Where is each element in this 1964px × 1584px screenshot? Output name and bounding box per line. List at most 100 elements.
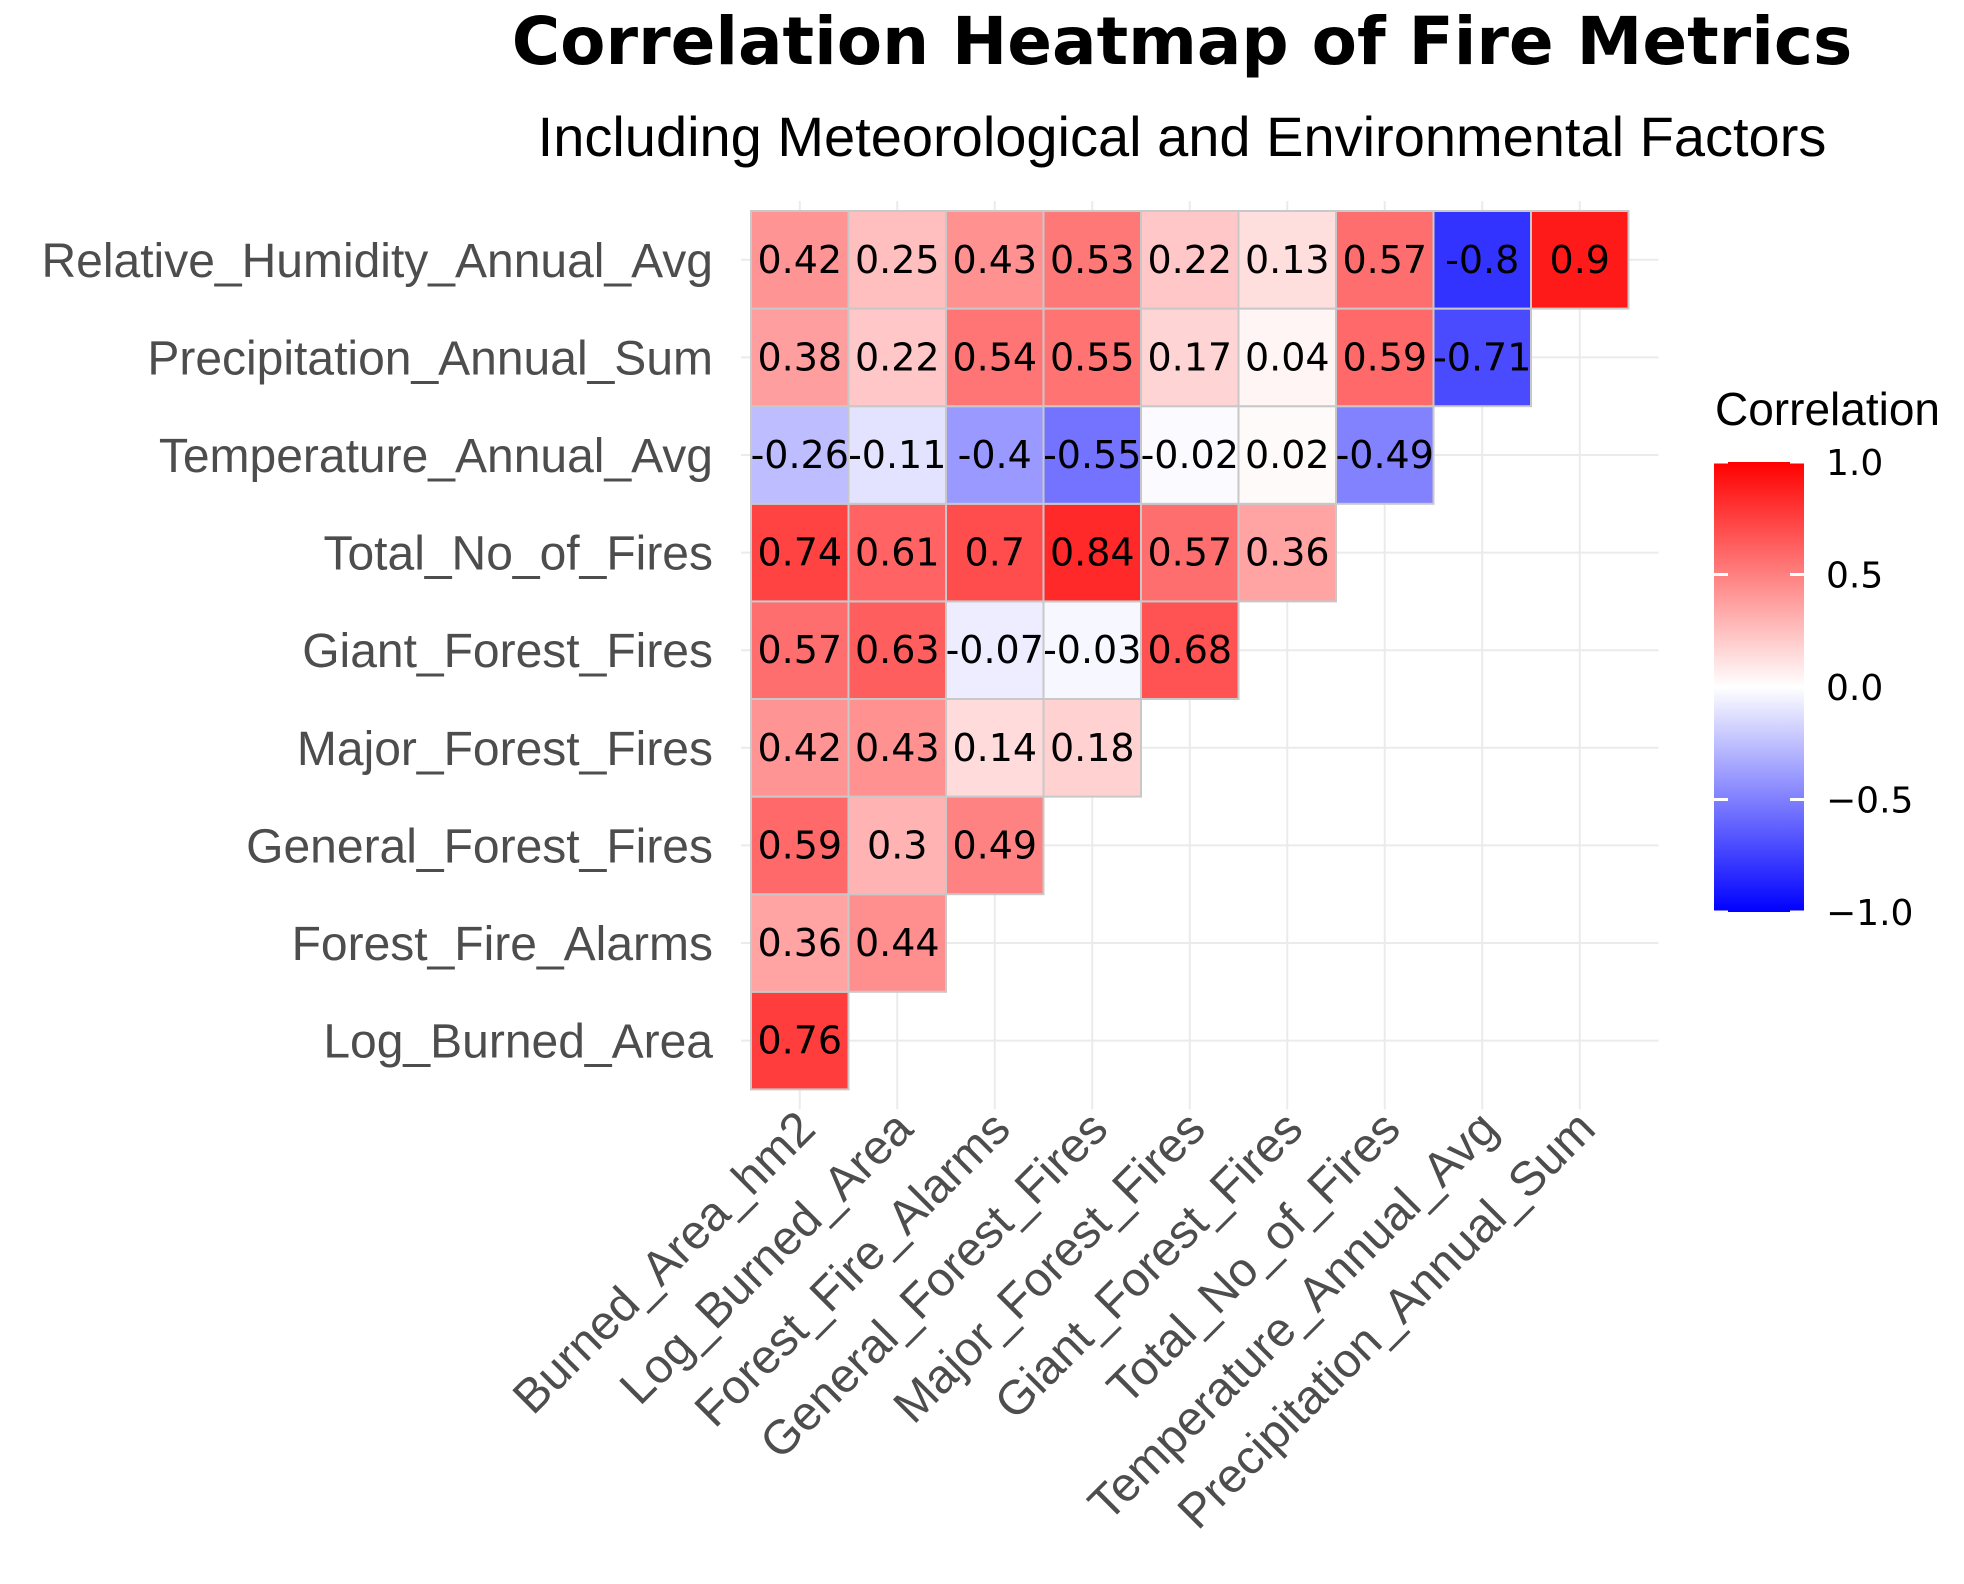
heatmap-cell — [1140, 502, 1240, 603]
cell-value-label: -0.02 — [1141, 433, 1239, 477]
y-tick-label: Total_No_of_Fires — [323, 528, 713, 581]
heatmap-cell — [847, 405, 947, 505]
heatmap-cell — [750, 405, 850, 505]
heatmap-cell — [945, 795, 1045, 896]
cell-value-label: 0.63 — [855, 628, 940, 672]
cell-value-label: -0.11 — [848, 433, 946, 477]
cell-value-label: 0.18 — [1050, 726, 1135, 770]
y-tick-label: Relative_Humidity_Annual_Avg — [41, 235, 713, 288]
y-tick-label: Precipitation_Annual_Sum — [147, 332, 713, 385]
legend-tick-label: 0.0 — [1826, 668, 1883, 709]
cell-value-label: 0.22 — [855, 335, 940, 379]
y-axis-tick-labels: Log_Burned_Area Forest_Fire_Alarms General… — [41, 235, 713, 1069]
cell-value-label: 0.84 — [1050, 531, 1135, 575]
heatmap-cell — [945, 405, 1045, 505]
cell-value-label: 0.43 — [952, 238, 1037, 282]
heatmap-cell — [1140, 600, 1240, 701]
heatmap-cell — [1140, 210, 1240, 310]
cell-value-label: 0.02 — [1245, 433, 1330, 477]
heatmap-cell — [1237, 210, 1337, 310]
cell-value-label: 0.38 — [757, 335, 842, 379]
cell-value-label: 0.44 — [855, 921, 940, 965]
legend-tick-label: 1.0 — [1826, 443, 1883, 484]
heatmap-cell — [945, 210, 1045, 310]
cell-value-label: 0.61 — [855, 531, 940, 575]
cell-value-label: 0.42 — [757, 726, 842, 770]
y-tick-label: General_Forest_Fires — [246, 820, 713, 873]
cell-value-label: 0.76 — [757, 1019, 842, 1063]
cell-value-label: 0.22 — [1147, 238, 1232, 282]
cell-value-label: 0.68 — [1147, 628, 1232, 672]
heatmap-cell — [1140, 405, 1240, 505]
heatmap-cell — [1432, 307, 1532, 408]
cell-value-label: -0.03 — [1043, 628, 1141, 672]
heatmap-cell — [1042, 210, 1142, 310]
heatmap-cell — [1042, 307, 1142, 408]
heatmap-cell — [750, 307, 850, 408]
cell-value-label: 0.42 — [757, 238, 842, 282]
cell-value-label: 0.17 — [1147, 335, 1232, 379]
cell-value-label: 0.9 — [1550, 238, 1610, 282]
heatmap-cell — [1432, 210, 1532, 310]
heatmap-cell — [945, 502, 1045, 603]
color-legend: Correlation 1.0 0.5 0.0 −0.5 −1.0 — [1714, 383, 1940, 934]
chart-subtitle: Including Meteorological and Environment… — [538, 105, 1827, 168]
chart-title: Correlation Heatmap of Fire Metrics — [512, 3, 1853, 80]
legend-tick-label: −0.5 — [1826, 781, 1913, 822]
legend-tick-label: −1.0 — [1826, 893, 1913, 934]
heatmap-cell — [750, 795, 850, 896]
x-axis-tick-labels: Burned_Area_hm2Log_Burned_AreaForest_Fir… — [503, 1101, 1605, 1539]
cell-value-label: -0.55 — [1043, 433, 1141, 477]
cell-value-label: -0.71 — [1433, 335, 1531, 379]
cell-value-label: 0.54 — [952, 335, 1037, 379]
cell-value-label: 0.74 — [757, 531, 842, 575]
cell-value-label: 0.57 — [1342, 238, 1427, 282]
y-tick-label: Log_Burned_Area — [323, 1016, 713, 1069]
heatmap-cell — [945, 307, 1045, 408]
cell-value-label: 0.43 — [855, 726, 940, 770]
y-tick-label: Temperature_Annual_Avg — [159, 430, 713, 483]
heatmap-cell — [945, 600, 1045, 701]
heatmap-cell — [1237, 502, 1337, 603]
cell-value-label: -0.4 — [958, 433, 1032, 477]
cell-value-label: -0.8 — [1445, 238, 1519, 282]
cell-value-label: 0.53 — [1050, 238, 1135, 282]
cell-value-label: 0.36 — [1245, 531, 1330, 575]
cell-value-label: 0.7 — [965, 531, 1025, 575]
heatmap-cells — [750, 210, 1630, 1091]
cell-value-label: 0.55 — [1050, 335, 1135, 379]
legend-tick-label: 0.5 — [1826, 556, 1883, 597]
heatmap-cell — [1042, 502, 1142, 603]
heatmap-cell — [1237, 405, 1337, 505]
cell-value-label: 0.36 — [757, 921, 842, 965]
cell-value-label: -0.49 — [1336, 433, 1434, 477]
cell-value-label: 0.04 — [1245, 335, 1330, 379]
heatmap-cell — [847, 600, 947, 701]
y-tick-label: Forest_Fire_Alarms — [292, 918, 713, 971]
cell-value-label: 0.57 — [1147, 531, 1232, 575]
cell-value-label: 0.13 — [1245, 238, 1330, 282]
legend-color-bar — [1714, 462, 1804, 912]
heatmap-cell — [1335, 405, 1435, 505]
heatmap-cell — [1140, 307, 1240, 408]
heatmap-cell — [1042, 698, 1142, 798]
heatmap-cell — [1530, 210, 1630, 310]
heatmap-cell — [1042, 600, 1142, 701]
cell-value-label: 0.59 — [757, 823, 842, 867]
heatmap-cell — [1042, 405, 1142, 505]
legend-title: Correlation — [1715, 383, 1940, 435]
cell-value-label: -0.26 — [751, 433, 849, 477]
y-tick-label: Major_Forest_Fires — [297, 723, 713, 776]
cell-value-label: 0.49 — [952, 823, 1037, 867]
cell-value-label: 0.59 — [1342, 335, 1427, 379]
cell-labels: 0.76 0.36 0.44 0.59 0.3 0.49 0.42 0.43 0.14 0.18 0… — [751, 238, 1610, 1063]
cell-value-label: 0.25 — [855, 238, 940, 282]
y-tick-label: Giant_Forest_Fires — [302, 625, 713, 678]
cell-value-label: 0.57 — [757, 628, 842, 672]
heatmap-cell — [847, 210, 947, 310]
cell-value-label: 0.3 — [867, 823, 927, 867]
heatmap-cell — [750, 502, 850, 603]
cell-value-label: -0.07 — [946, 628, 1044, 672]
